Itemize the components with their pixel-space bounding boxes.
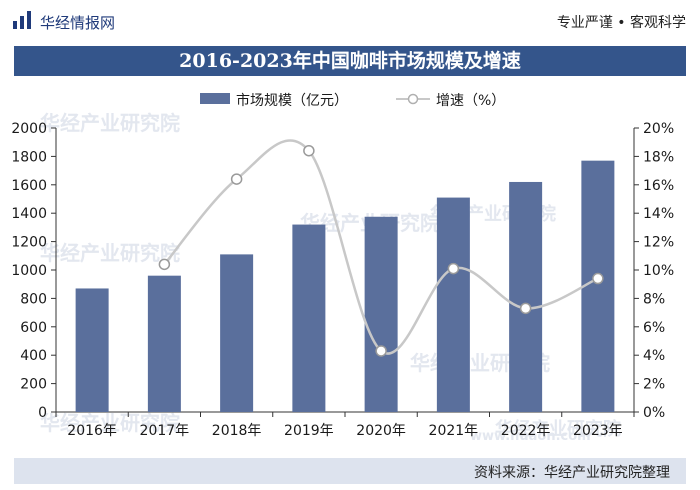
growth-point <box>592 272 604 285</box>
chart-area: 华经产业研究院华经产业研究院华经产业研究院华经产业研究院华经产业研究院华经产业研… <box>11 111 674 444</box>
chart-title: 2016-2023年中国咖啡市场规模及增速 <box>14 46 686 76</box>
bar <box>147 275 181 412</box>
bar <box>75 288 109 412</box>
y-right-tick-label: 18% <box>643 149 674 165</box>
y-right-tick-label: 4% <box>643 348 665 364</box>
y-right-tick-label: 16% <box>643 178 674 194</box>
y-left-tick-label: 1800 <box>11 149 47 165</box>
bar <box>436 197 470 412</box>
legend-label-growth: 增速（%） <box>436 93 506 109</box>
watermark-text: 华经产业研究院 <box>40 111 180 135</box>
y-left-tick-label: 2000 <box>11 121 47 137</box>
y-right-tick-label: 14% <box>643 206 674 222</box>
growth-point <box>447 262 460 275</box>
y-right-tick-label: 0% <box>643 405 665 421</box>
y-left-tick-label: 0 <box>38 405 47 421</box>
tagline: 专业严谨 • 客观科学 <box>556 15 686 31</box>
y-right-tick-label: 2% <box>643 377 665 393</box>
top-bar: 华经情报网 专业严谨 • 客观科学 <box>0 0 700 44</box>
legend-bar-swatch <box>200 93 230 104</box>
brand-name: 华经情报网 <box>40 14 116 32</box>
y-left-tick-label: 800 <box>20 291 47 307</box>
source-bar: 资料来源：华经产业研究院整理 <box>14 458 686 484</box>
x-tick-label: 2019年 <box>284 423 334 439</box>
y-left-tick-label: 1200 <box>11 235 47 251</box>
y-right-tick-label: 8% <box>643 291 665 307</box>
x-tick-label: 2022年 <box>501 423 551 439</box>
growth-point <box>158 258 171 271</box>
bar <box>581 160 615 412</box>
x-tick-label: 2021年 <box>429 423 479 439</box>
x-tick-label: 2020年 <box>356 423 406 439</box>
y-right-tick-label: 6% <box>643 320 665 336</box>
source-note: 资料来源：华经产业研究院整理 <box>474 465 670 481</box>
y-right-tick-label: 10% <box>643 263 674 279</box>
legend-label-market-size: 市场规模（亿元） <box>236 93 348 109</box>
y-left-tick-label: 400 <box>20 348 47 364</box>
y-right-tick-label: 20% <box>643 121 674 137</box>
growth-point <box>375 345 387 357</box>
bar-chart-logo-icon <box>13 11 31 29</box>
y-left-tick-label: 1400 <box>11 206 47 222</box>
x-tick-label: 2018年 <box>212 423 262 439</box>
y-left-tick-label: 200 <box>20 377 47 393</box>
watermark-text: 华经产业研究院 <box>40 411 180 435</box>
x-tick-label: 2016年 <box>67 423 117 439</box>
growth-point <box>303 144 315 157</box>
growth-point <box>519 302 532 315</box>
watermark-text: 华经产业研究院 <box>495 418 621 440</box>
bar <box>220 254 254 412</box>
y-left-tick-label: 1000 <box>11 263 47 279</box>
y-left-tick-label: 600 <box>20 320 47 336</box>
legend-line-swatch <box>396 93 430 105</box>
watermark-url: www.huaon.com <box>470 429 591 444</box>
bar <box>292 224 326 412</box>
x-tick-label: 2017年 <box>140 423 190 439</box>
bar <box>509 181 543 412</box>
growth-point <box>230 173 243 185</box>
y-right-tick-label: 12% <box>643 235 674 251</box>
watermark-text: 华经产业研究院 <box>40 241 180 265</box>
y-left-tick-label: 1600 <box>11 178 47 194</box>
bar <box>364 216 398 412</box>
x-tick-label: 2023年 <box>573 423 623 439</box>
